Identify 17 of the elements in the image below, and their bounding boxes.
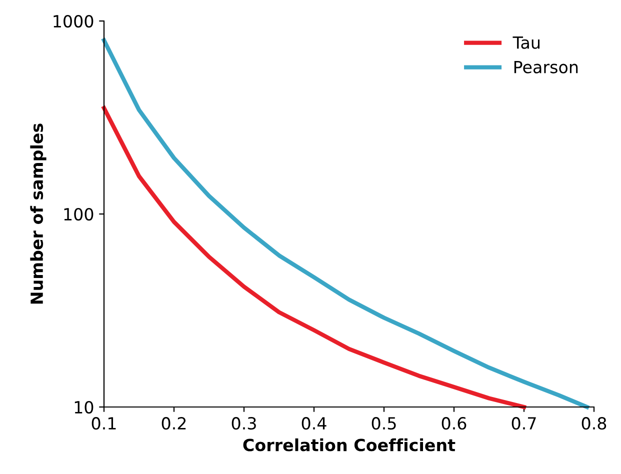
x-tick-label: 0.6: [442, 417, 466, 430]
x-tick-label: 0.1: [92, 417, 116, 430]
x-axis-title: Correlation Coefficient: [243, 438, 456, 452]
x-tick-label: 0.3: [232, 417, 256, 430]
x-tick-label: 0.2: [162, 417, 186, 430]
x-tick-label: 0.8: [582, 417, 606, 430]
x-tick-label: 0.7: [512, 417, 536, 430]
y-axis-title: Number of samples: [30, 124, 46, 304]
x-tick-label: 0.4: [302, 417, 326, 430]
legend-label: Pearson: [514, 60, 578, 74]
line-series: [102, 38, 590, 410]
y-tick-label: 100: [64, 208, 94, 221]
y-tick-label: 1000: [54, 14, 94, 28]
y-tick-label: 10: [74, 400, 94, 414]
legend-label: Tau: [512, 36, 540, 49]
line-series: [102, 106, 526, 410]
x-tick-label: 0.5: [372, 417, 396, 430]
